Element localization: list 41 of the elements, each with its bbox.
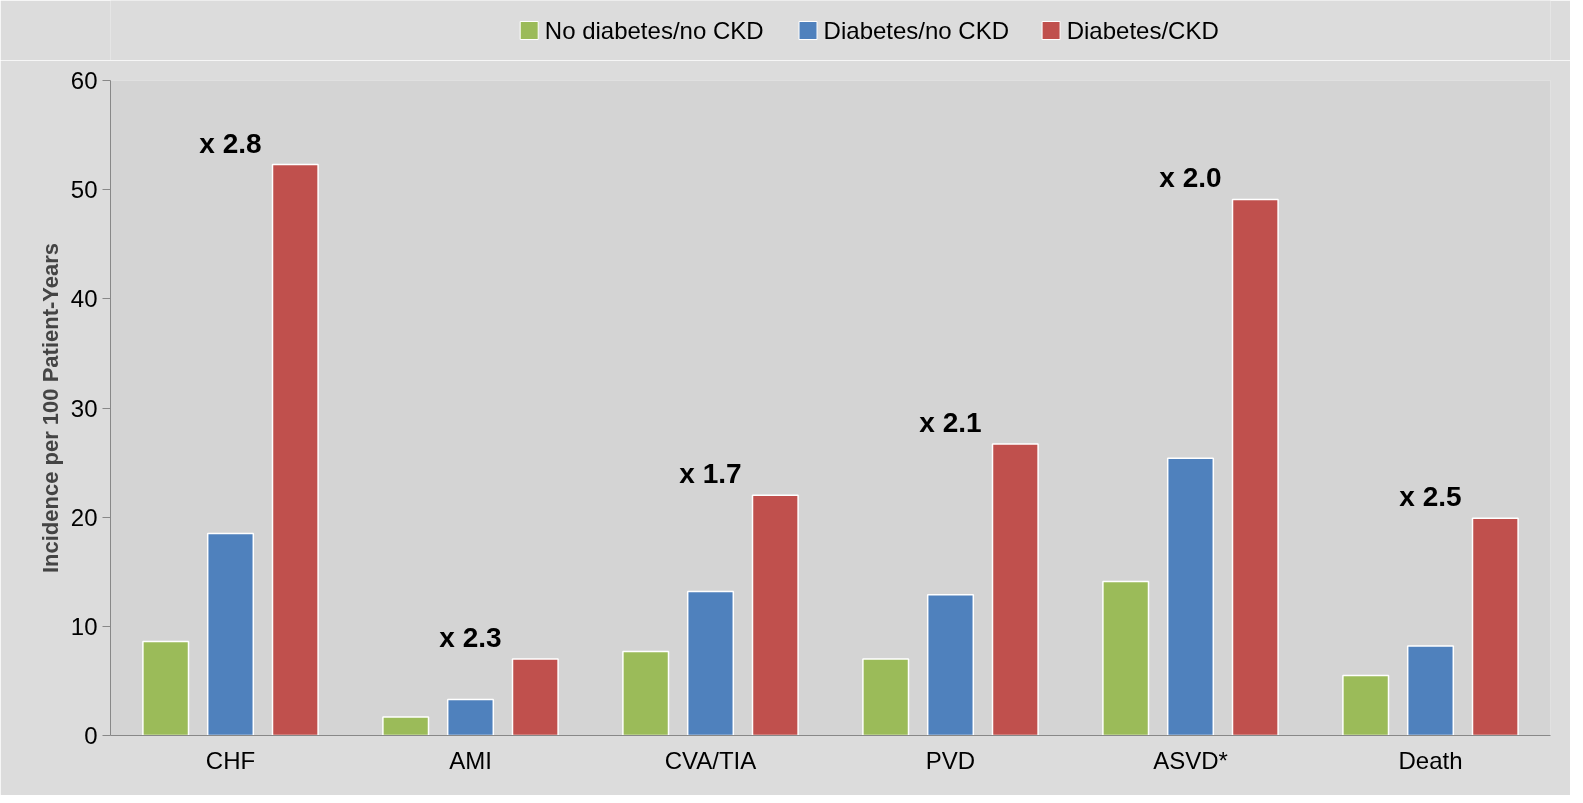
bar (446, 698, 495, 736)
legend-label: No diabetes/no CKD (544, 17, 764, 44)
bar (862, 658, 910, 736)
annotation: x 2.5 (1399, 481, 1462, 513)
bar (382, 716, 430, 736)
annotation: x 1.7 (679, 458, 742, 490)
y-tick-label: 40 (70, 285, 98, 313)
x-tick-label: Death (1398, 746, 1463, 774)
x-tick-label: CVA/TIA (664, 746, 757, 774)
annotation: x 2.0 (1159, 162, 1222, 194)
y-tick-label: 0 (84, 722, 98, 749)
x-tick-label: CHF (205, 746, 256, 774)
bar (926, 593, 975, 736)
x-tick-label: PVD (925, 746, 976, 774)
legend-label: Diabetes/CKD (1066, 17, 1219, 44)
bar (511, 658, 559, 736)
annotation: x 2.1 (919, 407, 982, 439)
bar (1471, 517, 1519, 736)
y-tick-label: 30 (70, 394, 98, 422)
bar (142, 640, 190, 736)
bar (1231, 198, 1279, 736)
bar (1102, 580, 1150, 736)
bar (1166, 457, 1215, 736)
x-tick-label: AMI (449, 746, 492, 774)
bar (1342, 674, 1390, 736)
bar (686, 590, 735, 736)
y-tick-label: 50 (70, 176, 98, 204)
annotation: x 2.3 (439, 622, 502, 654)
annotation: x 2.8 (199, 127, 262, 159)
bar (751, 494, 799, 736)
bar (206, 532, 255, 736)
y-tick-label: 10 (70, 612, 98, 640)
y-tick-label: 20 (70, 503, 98, 531)
bar (622, 650, 670, 736)
bar (991, 443, 1039, 736)
legend-label: Diabetes/no CKD (823, 17, 1010, 44)
y-axis-title: Incidence per 100 Patient-Years (37, 242, 63, 574)
y-tick-label: 60 (70, 67, 98, 94)
bar (271, 163, 319, 736)
bar (1406, 645, 1455, 736)
x-tick-label: ASVD* (1153, 746, 1228, 774)
